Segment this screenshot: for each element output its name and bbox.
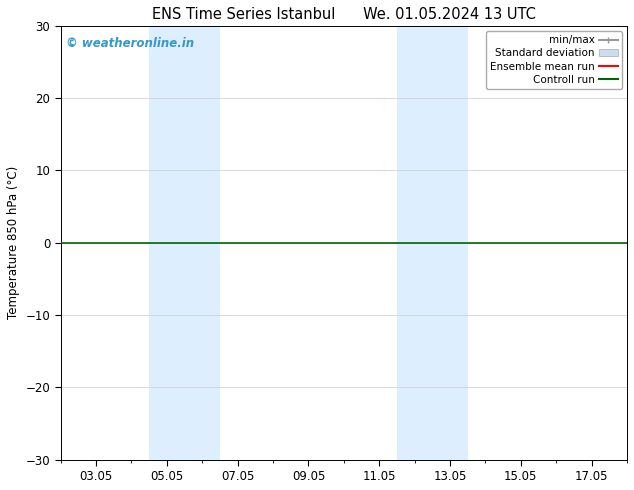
- Y-axis label: Temperature 850 hPa (°C): Temperature 850 hPa (°C): [7, 166, 20, 319]
- Bar: [149, 26, 220, 460]
- Bar: [397, 26, 468, 460]
- Legend: min/max, Standard deviation, Ensemble mean run, Controll run: min/max, Standard deviation, Ensemble me…: [486, 31, 622, 89]
- Title: ENS Time Series Istanbul      We. 01.05.2024 13 UTC: ENS Time Series Istanbul We. 01.05.2024 …: [152, 7, 536, 22]
- Text: © weatheronline.in: © weatheronline.in: [67, 37, 195, 49]
